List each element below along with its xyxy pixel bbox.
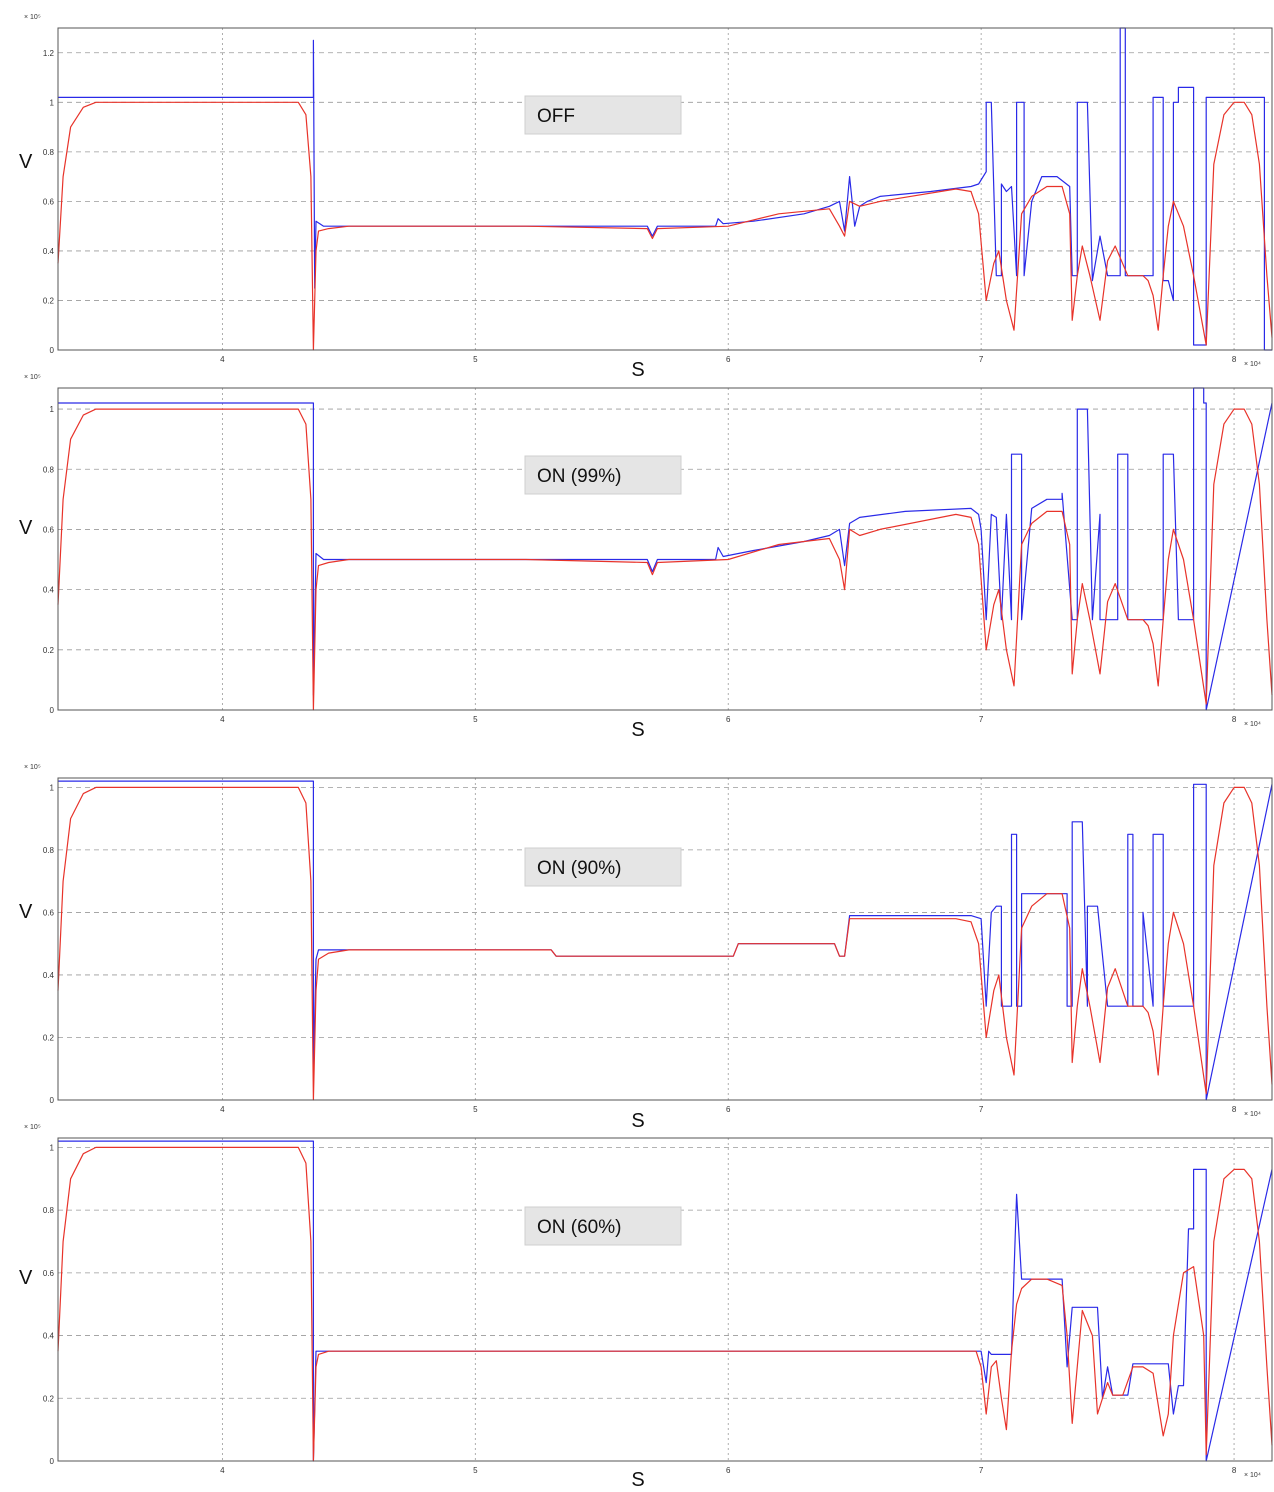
x-axis-label: S bbox=[631, 1110, 644, 1132]
y-tick-label: 1 bbox=[50, 783, 55, 792]
x-axis-label: S bbox=[631, 719, 644, 741]
x-tick-label: 5 bbox=[473, 355, 478, 364]
y-tick-label: 1 bbox=[50, 1143, 55, 1152]
y-axis-label: V bbox=[19, 901, 33, 923]
y-tick-label: 0 bbox=[50, 346, 55, 355]
y-tick-label: 0.2 bbox=[43, 1033, 55, 1042]
y-tick-label: 1 bbox=[50, 405, 55, 414]
x-axis-label: S bbox=[631, 1469, 644, 1491]
y-tick-label: 0.2 bbox=[43, 646, 55, 655]
mode-label: OFF bbox=[537, 106, 575, 127]
x-tick-label: 6 bbox=[726, 1105, 731, 1114]
y-tick-label: 0.6 bbox=[43, 1269, 55, 1278]
y-exponent-label: × 10⁵ bbox=[24, 764, 41, 771]
plot-area bbox=[58, 1138, 1272, 1461]
measured-series-line bbox=[58, 387, 1273, 711]
y-tick-label: 0.8 bbox=[43, 846, 55, 855]
y-exponent-label: × 10⁵ bbox=[24, 374, 41, 381]
chart-panel-3: 0 0.2 0.4 0.6 0.8 1 4 5 6 7 8 × 10⁵ × 10⁴ V S ON (90%) bbox=[19, 764, 1273, 1132]
mode-label-box bbox=[524, 95, 682, 135]
plot-area bbox=[58, 778, 1272, 1100]
mode-label: ON (99%) bbox=[537, 466, 621, 487]
measured-series-line bbox=[58, 1140, 1273, 1462]
y-tick-label: 0.8 bbox=[43, 1206, 55, 1215]
y-tick-label: 0.4 bbox=[43, 1332, 55, 1341]
reference-series-line bbox=[57, 101, 1273, 351]
x-tick-label: 5 bbox=[473, 715, 478, 724]
plot-frame bbox=[57, 1137, 1273, 1462]
y-axis-label: V bbox=[19, 1267, 33, 1289]
mode-label: ON (90%) bbox=[537, 858, 621, 879]
chart-panel-2: 0 0.2 0.4 0.6 0.8 1 4 5 6 7 8 × 10⁵ × 10⁴ V S ON (99%) bbox=[19, 374, 1273, 741]
y-tick-label: 0 bbox=[50, 1457, 55, 1466]
x-tick-label: 6 bbox=[726, 715, 731, 724]
y-tick-label: 0 bbox=[50, 706, 55, 715]
mode-label-box bbox=[524, 847, 682, 887]
x-tick-label: 4 bbox=[220, 355, 225, 364]
measured-series-line bbox=[58, 27, 1272, 351]
y-tick-label: 0.4 bbox=[43, 971, 55, 980]
plot-frame bbox=[57, 27, 1273, 351]
reference-series-line bbox=[57, 786, 1273, 1101]
y-tick-label: 0.4 bbox=[43, 586, 55, 595]
x-exponent-label: × 10⁴ bbox=[1244, 1472, 1261, 1479]
x-exponent-label: × 10⁴ bbox=[1244, 361, 1261, 368]
x-exponent-label: × 10⁴ bbox=[1244, 1111, 1261, 1118]
x-tick-label: 6 bbox=[726, 1466, 731, 1475]
x-tick-label: 8 bbox=[1232, 1105, 1237, 1114]
chart-panel-4: 0 0.2 0.4 0.6 0.8 1 4 5 6 7 8 × 10⁵ × 10⁴ V S ON (60%) bbox=[19, 1124, 1273, 1491]
x-tick-label: 7 bbox=[979, 1466, 984, 1475]
y-tick-label: 0.6 bbox=[43, 908, 55, 917]
y-tick-label: 0.2 bbox=[43, 1394, 55, 1403]
x-tick-label: 7 bbox=[979, 715, 984, 724]
y-tick-label: 0.2 bbox=[43, 296, 55, 305]
y-tick-label: 0.4 bbox=[43, 247, 55, 256]
x-tick-label: 4 bbox=[220, 1105, 225, 1114]
plot-frame bbox=[57, 777, 1273, 1101]
mode-label: ON (60%) bbox=[537, 1217, 621, 1238]
y-tick-label: 0.6 bbox=[43, 197, 55, 206]
x-tick-label: 6 bbox=[726, 355, 731, 364]
x-axis-label: S bbox=[631, 359, 644, 381]
y-axis-label: V bbox=[19, 151, 33, 173]
y-tick-label: 0 bbox=[50, 1096, 55, 1105]
x-tick-label: 4 bbox=[220, 1466, 225, 1475]
plot-frame bbox=[57, 387, 1273, 711]
reference-series-line bbox=[57, 408, 1273, 711]
x-tick-label: 5 bbox=[473, 1466, 478, 1475]
y-tick-label: 0.6 bbox=[43, 525, 55, 534]
y-tick-label: 1.2 bbox=[43, 49, 55, 58]
y-exponent-label: × 10⁵ bbox=[24, 1124, 41, 1131]
y-tick-label: 1 bbox=[50, 98, 55, 107]
plot-area bbox=[58, 388, 1272, 710]
x-tick-label: 8 bbox=[1232, 1466, 1237, 1475]
y-exponent-label: × 10⁵ bbox=[24, 14, 41, 21]
reference-series-line bbox=[57, 1146, 1273, 1462]
x-tick-label: 8 bbox=[1232, 715, 1237, 724]
x-exponent-label: × 10⁴ bbox=[1244, 721, 1261, 728]
x-tick-label: 5 bbox=[473, 1105, 478, 1114]
y-axis-label: V bbox=[19, 517, 33, 539]
y-tick-label: 0.8 bbox=[43, 148, 55, 157]
x-tick-label: 7 bbox=[979, 355, 984, 364]
x-tick-label: 4 bbox=[220, 715, 225, 724]
x-tick-label: 8 bbox=[1232, 355, 1237, 364]
x-tick-label: 7 bbox=[979, 1105, 984, 1114]
mode-label-box bbox=[524, 455, 682, 495]
mode-label-box bbox=[524, 1206, 682, 1246]
y-tick-label: 0.8 bbox=[43, 465, 55, 474]
chart-panel-1: 0 0.2 0.4 0.6 0.8 1 1.2 4 5 6 7 8 × 10⁵ × 10⁴ V S OFF bbox=[19, 14, 1273, 381]
